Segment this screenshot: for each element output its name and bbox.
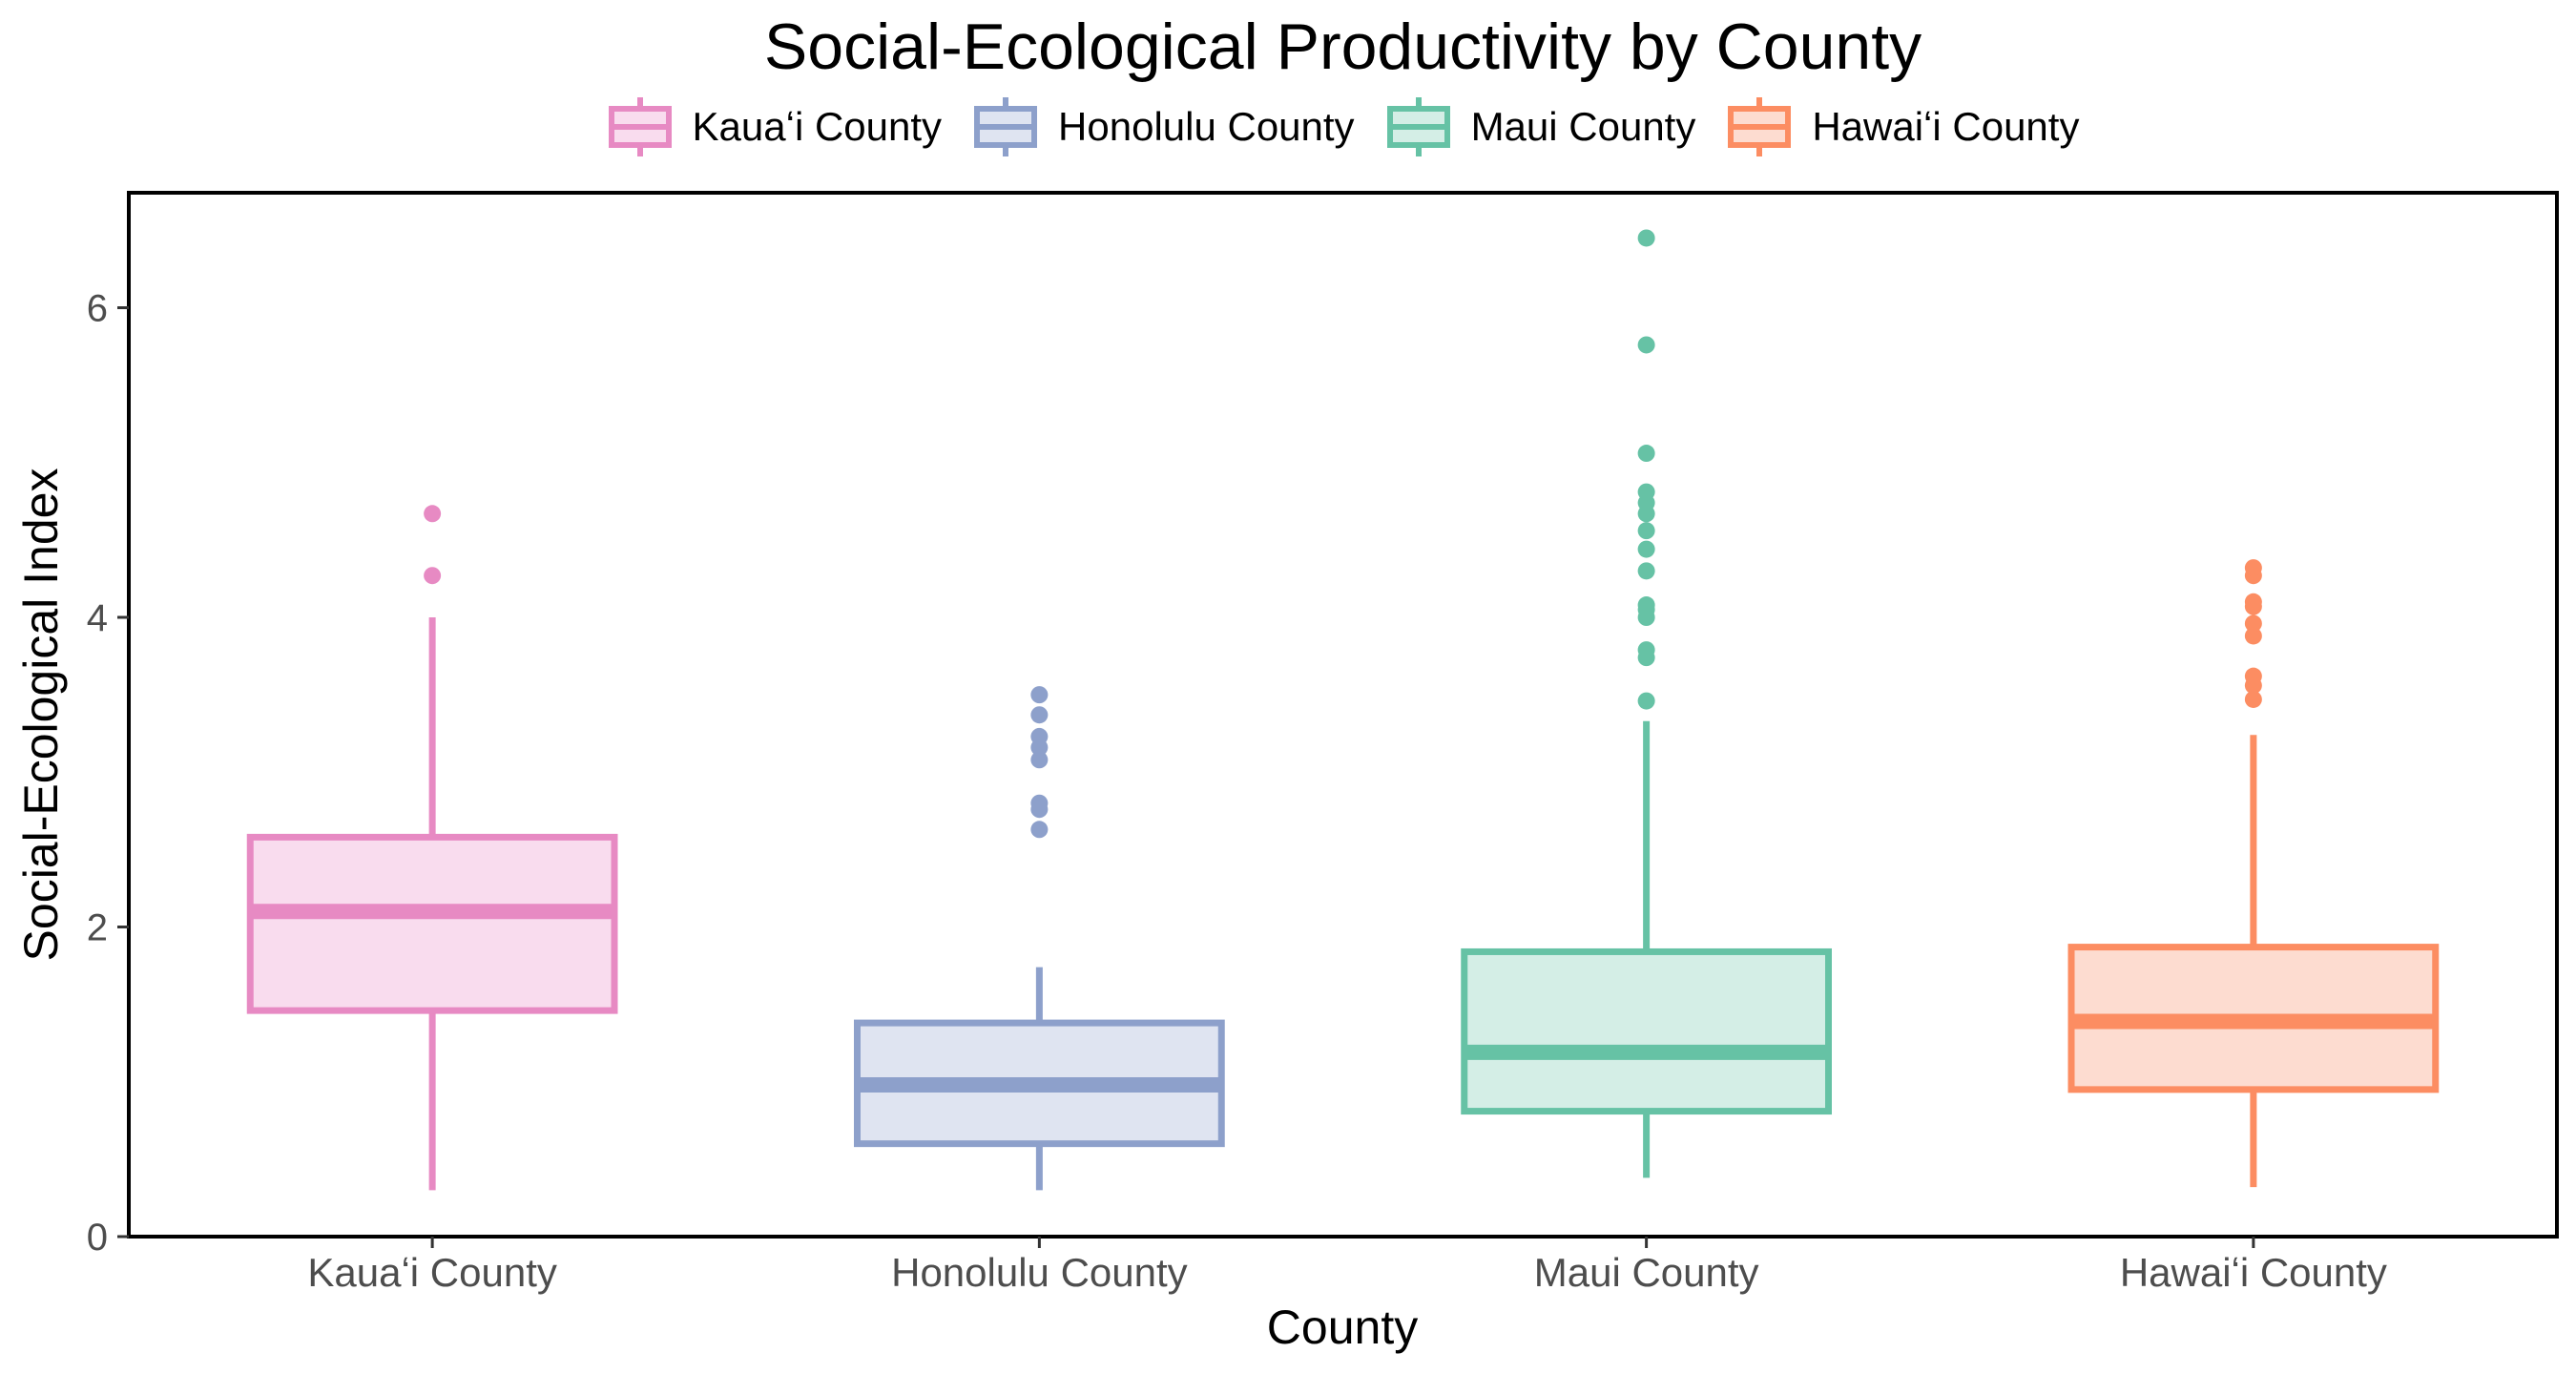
box-group-2: [1461, 229, 1832, 1178]
x-tick-label: Maui County: [1534, 1250, 1759, 1295]
y-axis: 0 2 4 6: [87, 288, 129, 1259]
legend-item-honolulu: Honolulu County: [972, 95, 1355, 158]
outlier-point: [2244, 593, 2262, 611]
outlier-point: [2244, 667, 2262, 685]
outlier-point: [424, 505, 442, 523]
box: [1461, 947, 1832, 1115]
legend-item-maui: Maui County: [1385, 95, 1696, 158]
x-tick-label: Honolulu County: [891, 1250, 1188, 1295]
legend-label-kauai: Kauaʻi County: [692, 104, 943, 149]
outlier-point: [1637, 562, 1655, 580]
y-tick-label: 4: [87, 597, 108, 639]
x-tick-label: Kauaʻi County: [307, 1250, 557, 1295]
outlier-point: [1637, 336, 1655, 354]
outlier-point: [1637, 540, 1655, 558]
outlier-point: [1030, 727, 1049, 745]
legend-label-hawaii: Hawaiʻi County: [1812, 104, 2080, 149]
plot-marks: [246, 229, 2440, 1191]
outlier-point: [1030, 751, 1049, 769]
x-axis-title: County: [1267, 1301, 1418, 1354]
plot-panel-border: [127, 191, 2559, 1239]
outlier-point: [1030, 794, 1049, 812]
outlier-point: [1030, 821, 1049, 839]
legend-item-hawaii: Hawaiʻi County: [1726, 95, 2079, 158]
x-tick-label: Hawaiʻi County: [2120, 1250, 2387, 1295]
outlier-point: [1637, 522, 1655, 540]
box-group-3: [2067, 559, 2440, 1188]
x-axis: Kauaʻi County Honolulu County Maui County H…: [307, 1237, 2387, 1295]
legend: Kauaʻi County Honolulu County Maui Count…: [0, 95, 2576, 158]
outlier-point: [1637, 641, 1655, 659]
outlier-point: [2244, 627, 2262, 645]
legend-key-honolulu-icon: [974, 97, 1038, 156]
outlier-point: [2244, 559, 2262, 577]
outlier-point: [2244, 614, 2262, 633]
legend-key-kauai-icon: [608, 97, 672, 156]
y-axis-title: Social-Ecological Index: [14, 468, 68, 962]
legend-label-maui: Maui County: [1470, 104, 1696, 149]
y-tick-label: 2: [87, 907, 108, 949]
outlier-point: [424, 567, 442, 585]
box: [246, 833, 618, 1014]
outlier-point: [1637, 596, 1655, 614]
outlier-point: [1637, 483, 1655, 501]
box-group-1: [854, 686, 1225, 1191]
chart-title: Social-Ecological Productivity by County: [763, 10, 1922, 83]
y-tick-label: 6: [87, 288, 108, 330]
y-tick-label: 0: [87, 1217, 108, 1259]
legend-label-honolulu: Honolulu County: [1058, 104, 1355, 149]
legend-item-kauai: Kauaʻi County: [607, 95, 943, 158]
outlier-point: [1637, 229, 1655, 247]
box-group-0: [246, 505, 618, 1191]
outlier-point: [1637, 692, 1655, 710]
legend-key-hawaii-icon: [1728, 97, 1792, 156]
outlier-point: [2244, 690, 2262, 708]
outlier-point: [1637, 445, 1655, 463]
outlier-point: [1030, 706, 1049, 724]
legend-key-maui-icon: [1386, 97, 1450, 156]
outlier-point: [1030, 686, 1049, 704]
